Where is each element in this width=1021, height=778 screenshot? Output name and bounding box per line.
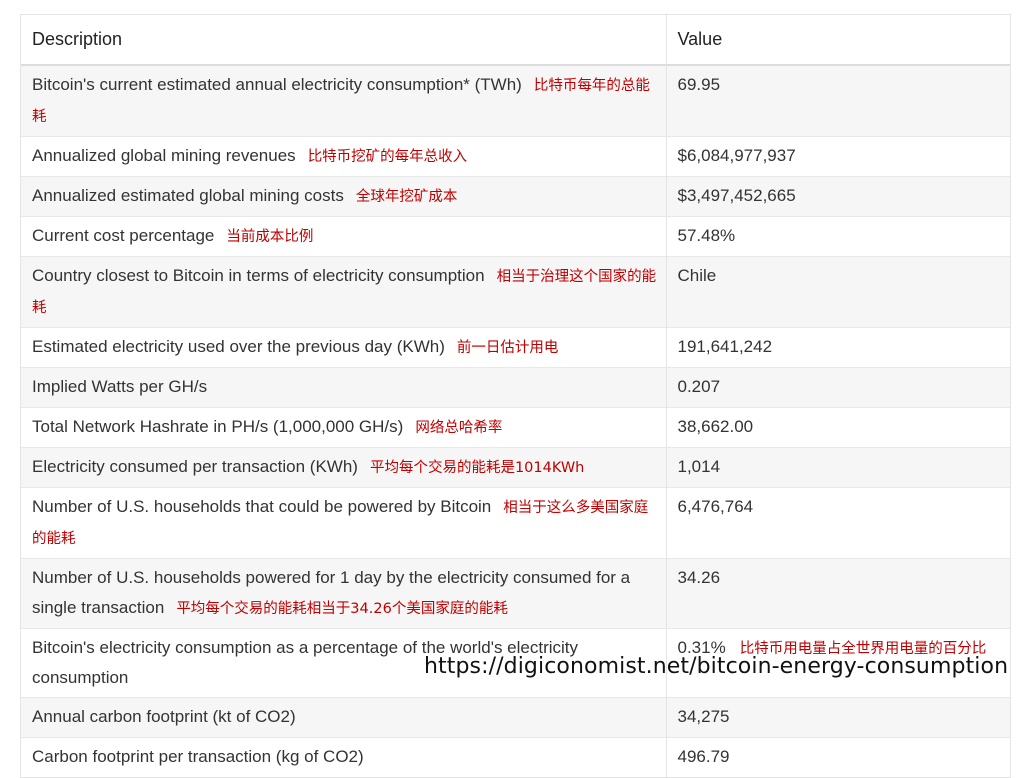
chinese-annotation: 全球年挖矿成本 — [355, 189, 458, 205]
description-cell: Implied Watts per GH/s — [21, 367, 666, 408]
description-cell: Country closest to Bitcoin in terms of e… — [21, 256, 666, 328]
description-cell: Number of U.S. households powered for 1 … — [21, 558, 666, 629]
value-text: 6,476,764 — [677, 497, 754, 516]
description-cell: Carbon footprint per transaction (kg of … — [21, 737, 666, 777]
table-row: Bitcoin's current estimated annual elect… — [21, 64, 1010, 137]
value-cell: 1,014 — [665, 447, 1010, 488]
value-cell: 0.207 — [665, 367, 1010, 408]
description-text: Annual carbon footprint (kt of CO2) — [32, 707, 296, 726]
value-text: Chile — [677, 266, 717, 285]
value-text: 57.48% — [677, 226, 736, 245]
value-cell: Chile — [665, 256, 1010, 328]
chinese-annotation: 前一日估计用电 — [456, 340, 559, 356]
table-row: Total Network Hashrate in PH/s (1,000,00… — [21, 407, 1010, 448]
value-text: $6,084,977,937 — [677, 146, 796, 165]
chinese-annotation: 相当于这么多美国家庭的能耗 — [32, 500, 649, 547]
value-text: 496.79 — [677, 747, 730, 766]
table-header-row: Description Value — [21, 15, 1010, 66]
table-row: Annualized estimated global mining costs… — [21, 176, 1010, 217]
value-cell: 191,641,242 — [665, 327, 1010, 368]
value-text: 69.95 — [677, 75, 721, 94]
chinese-annotation: 比特币挖矿的每年总收入 — [307, 149, 468, 165]
value-cell: $3,497,452,665 — [665, 176, 1010, 217]
description-text: Carbon footprint per transaction (kg of … — [32, 747, 364, 766]
table-row: Annual carbon footprint (kt of CO2) 34,27… — [21, 697, 1010, 738]
chinese-annotation: 比特币用电量占全世界用电量的百分比 — [739, 641, 987, 657]
value-cell: 34.26 — [665, 558, 1010, 629]
table-row: Country closest to Bitcoin in terms of e… — [21, 256, 1010, 328]
description-cell: Total Network Hashrate in PH/s (1,000,00… — [21, 407, 666, 448]
value-cell: $6,084,977,937 — [665, 136, 1010, 177]
table-row: Number of U.S. households that could be … — [21, 487, 1010, 559]
description-cell: Electricity consumed per transaction (KW… — [21, 447, 666, 488]
description-text: Number of U.S. households that could be … — [32, 497, 492, 516]
description-cell: Annualized global mining revenues 比特币挖矿的每… — [21, 136, 666, 177]
table-row: Estimated electricity used over the prev… — [21, 327, 1010, 368]
source-link[interactable]: https://digiconomist.net/bitcoin-energy-… — [424, 654, 1009, 679]
description-cell: Current cost percentage 当前成本比例 — [21, 216, 666, 257]
chinese-annotation: 相当于治理这个国家的能耗 — [32, 269, 657, 316]
description-text: Implied Watts per GH/s — [32, 377, 208, 396]
chinese-annotation: 平均每个交易的能耗是1014KWh — [369, 460, 585, 476]
table-row: Implied Watts per GH/s 0.207 — [21, 367, 1010, 408]
description-text: Annualized global mining revenues — [32, 146, 296, 165]
description-cell: Annualized estimated global mining costs… — [21, 176, 666, 217]
value-text: 38,662.00 — [677, 417, 754, 436]
source-url: https://digiconomist.net/bitcoin-energy-… — [424, 654, 1008, 679]
value-text: 0.31% — [677, 638, 726, 657]
value-cell: 6,476,764 — [665, 487, 1010, 559]
value-text: 1,014 — [677, 457, 721, 476]
value-cell: 496.79 — [665, 737, 1010, 777]
description-text: Annualized estimated global mining costs — [32, 186, 344, 205]
value-cell: 38,662.00 — [665, 407, 1010, 448]
header-value: Value — [665, 15, 1010, 66]
description-cell: Annual carbon footprint (kt of CO2) — [21, 697, 666, 738]
description-cell: Number of U.S. households that could be … — [21, 487, 666, 559]
value-text: 34.26 — [677, 568, 721, 587]
value-cell: 34,275 — [665, 697, 1010, 738]
description-text: Current cost percentage — [32, 226, 215, 245]
value-text: 34,275 — [677, 707, 730, 726]
description-text: Country closest to Bitcoin in terms of e… — [32, 266, 485, 285]
table-row: Current cost percentage 当前成本比例 57.48% — [21, 216, 1010, 257]
description-text: Bitcoin's current estimated annual elect… — [32, 75, 522, 94]
chinese-annotation: 网络总哈希率 — [415, 420, 503, 436]
description-cell: Estimated electricity used over the prev… — [21, 327, 666, 368]
table-row: Electricity consumed per transaction (KW… — [21, 447, 1010, 488]
description-text: Number of U.S. households powered for 1 … — [32, 568, 631, 617]
value-cell: 69.95 — [665, 64, 1010, 137]
chinese-annotation: 比特币每年的总能耗 — [32, 78, 650, 125]
description-text: Electricity consumed per transaction (KW… — [32, 457, 358, 476]
value-cell: 57.48% — [665, 216, 1010, 257]
value-text: 191,641,242 — [677, 337, 773, 356]
header-description: Description — [21, 15, 666, 66]
value-text: 0.207 — [677, 377, 721, 396]
value-text: $3,497,452,665 — [677, 186, 796, 205]
description-text: Estimated electricity used over the prev… — [32, 337, 445, 356]
description-text: Total Network Hashrate in PH/s (1,000,00… — [32, 417, 404, 436]
table-row: Number of U.S. households powered for 1 … — [21, 558, 1010, 629]
table-row: Annualized global mining revenues 比特币挖矿的每… — [21, 136, 1010, 177]
chinese-annotation: 平均每个交易的能耗相当于34.26个美国家庭的能耗 — [176, 601, 508, 617]
chinese-annotation: 当前成本比例 — [226, 229, 314, 245]
description-cell: Bitcoin's current estimated annual elect… — [21, 64, 666, 137]
table-row: Carbon footprint per transaction (kg of … — [21, 737, 1010, 777]
